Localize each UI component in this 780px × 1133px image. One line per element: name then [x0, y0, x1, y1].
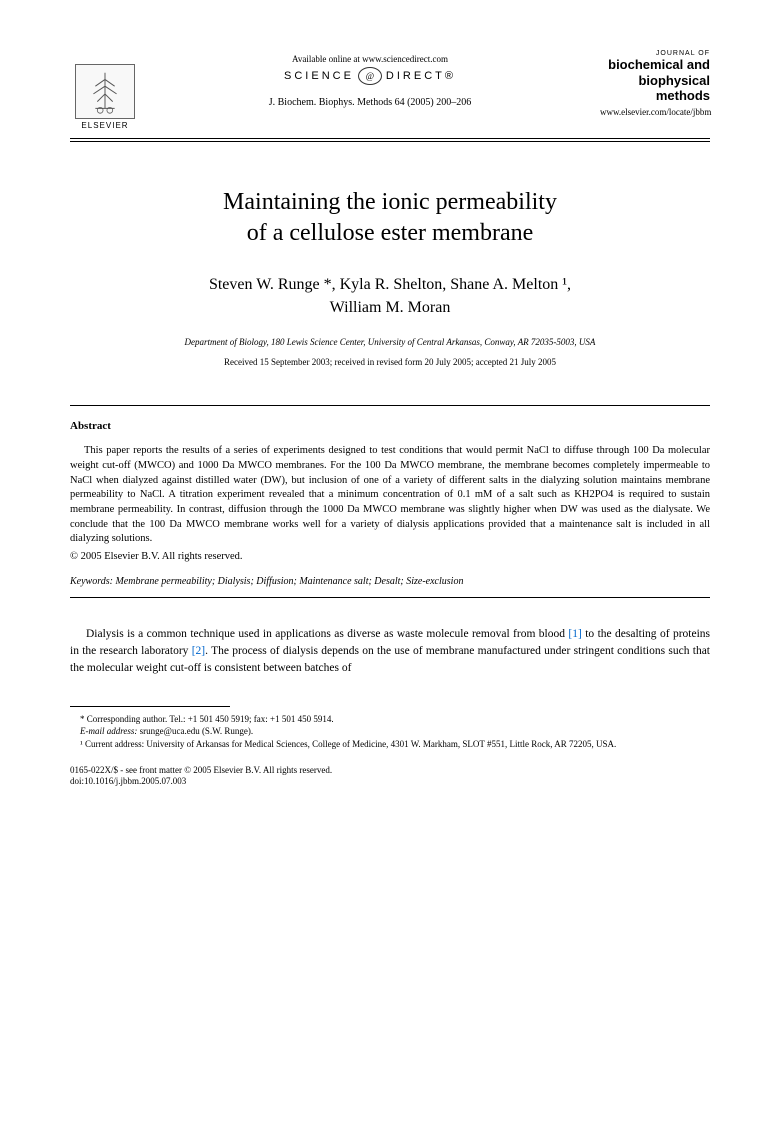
- title-line2: of a cellulose ester membrane: [247, 220, 534, 246]
- sd-left: SCIENCE: [284, 70, 354, 82]
- sciencedirect-logo: SCIENCE @ DIRECT®: [140, 67, 600, 85]
- journal-name-1: biochemical and: [600, 57, 710, 73]
- body-text-a: Dialysis is a common technique used in a…: [86, 628, 568, 640]
- title-line1: Maintaining the ionic permeability: [223, 189, 557, 215]
- sd-right: DIRECT®: [386, 70, 456, 82]
- available-online-text: Available online at www.sciencedirect.co…: [140, 54, 600, 64]
- footnote-divider: [70, 706, 230, 707]
- footnote-corresponding: * Corresponding author. Tel.: +1 501 450…: [70, 713, 710, 726]
- journal-reference: J. Biochem. Biophys. Methods 64 (2005) 2…: [140, 97, 600, 108]
- bottom-info: 0165-022X/$ - see front matter © 2005 El…: [70, 765, 710, 788]
- ref-link-1[interactable]: [1]: [568, 628, 581, 640]
- divider: [70, 141, 710, 142]
- footnote-email: E-mail address: srunge@uca.edu (S.W. Run…: [70, 725, 710, 738]
- divider: [70, 138, 710, 139]
- journal-name-3: methods: [600, 88, 710, 104]
- elsevier-logo: ELSEVIER: [70, 50, 140, 130]
- authors-line2: William M. Moran: [330, 299, 451, 316]
- authors: Steven W. Runge *, Kyla R. Shelton, Shan…: [70, 274, 710, 319]
- keywords-label: Keywords:: [70, 576, 113, 587]
- body-paragraph: Dialysis is a common technique used in a…: [70, 626, 710, 678]
- keywords: Keywords: Membrane permeability; Dialysi…: [70, 576, 710, 587]
- elsevier-label: ELSEVIER: [81, 121, 128, 130]
- header-row: ELSEVIER Available online at www.science…: [70, 50, 710, 130]
- journal-logo-block: JOURNAL OF biochemical and biophysical m…: [600, 50, 710, 117]
- sd-at-icon: @: [358, 67, 382, 85]
- footnote-address: ¹ Current address: University of Arkansa…: [70, 738, 710, 751]
- doi: doi:10.1016/j.jbbm.2005.07.003: [70, 776, 710, 788]
- article-title: Maintaining the ionic permeability of a …: [70, 187, 710, 249]
- abstract-text: This paper reports the results of a seri…: [70, 444, 710, 547]
- authors-line1: Steven W. Runge *, Kyla R. Shelton, Shan…: [209, 276, 571, 293]
- article-dates: Received 15 September 2003; received in …: [70, 357, 710, 367]
- journal-url: www.elsevier.com/locate/jbbm: [600, 107, 710, 117]
- email-label: E-mail address:: [80, 726, 137, 736]
- keywords-text: Membrane permeability; Dialysis; Diffusi…: [115, 576, 463, 587]
- abstract-heading: Abstract: [70, 420, 710, 432]
- front-matter: 0165-022X/$ - see front matter © 2005 El…: [70, 765, 710, 777]
- abstract-copyright: © 2005 Elsevier B.V. All rights reserved…: [70, 551, 710, 562]
- divider: [70, 597, 710, 598]
- divider: [70, 405, 710, 406]
- email-value: srunge@uca.edu (S.W. Runge).: [140, 726, 253, 736]
- journal-of-label: JOURNAL OF: [600, 50, 710, 57]
- journal-name-2: biophysical: [600, 73, 710, 89]
- ref-link-2[interactable]: [2]: [192, 645, 205, 657]
- header-center: Available online at www.sciencedirect.co…: [140, 50, 600, 108]
- elsevier-tree-icon: [75, 64, 135, 119]
- affiliation: Department of Biology, 180 Lewis Science…: [70, 337, 710, 347]
